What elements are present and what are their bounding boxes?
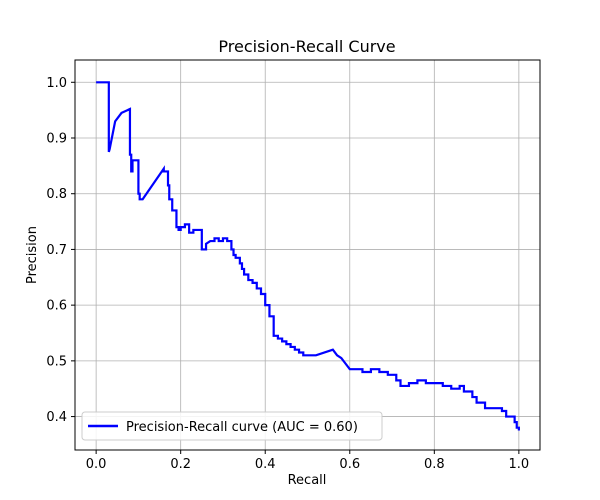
axis-ticks: 0.0 0.2 0.4 0.6 0.8 1.0 0.4 0.5 0.6 0.7 0.8 0.9 1.0 — [46, 76, 529, 472]
x-tick-label: 1.0 — [509, 457, 530, 472]
grid — [75, 60, 540, 450]
plot-frame — [74, 59, 541, 451]
y-axis-label: Precision — [25, 226, 40, 284]
x-tick-label: 0.6 — [339, 457, 360, 472]
x-tick-label: 0.0 — [86, 457, 107, 472]
x-axis-label: Recall — [288, 473, 327, 488]
y-tick-label: 0.5 — [46, 354, 67, 369]
chart-title: Precision-Recall Curve — [218, 37, 395, 56]
y-tick-label: 1.0 — [46, 76, 67, 91]
legend-label: Precision-Recall curve (AUC = 0.60) — [126, 420, 358, 435]
x-tick-label: 0.4 — [255, 457, 276, 472]
y-tick-label: 0.9 — [46, 132, 67, 147]
y-tick-label: 0.7 — [46, 243, 67, 258]
series-layer — [96, 81, 520, 431]
y-tick-label: 0.6 — [46, 299, 67, 314]
legend: Precision-Recall curve (AUC = 0.60) — [81, 411, 383, 441]
x-tick-label: 0.8 — [424, 457, 445, 472]
y-tick-label: 0.8 — [46, 187, 67, 202]
pr-curve-line — [96, 81, 520, 431]
y-tick-label: 0.4 — [46, 410, 67, 425]
x-tick-label: 0.2 — [170, 457, 191, 472]
legend-box — [81, 411, 383, 441]
